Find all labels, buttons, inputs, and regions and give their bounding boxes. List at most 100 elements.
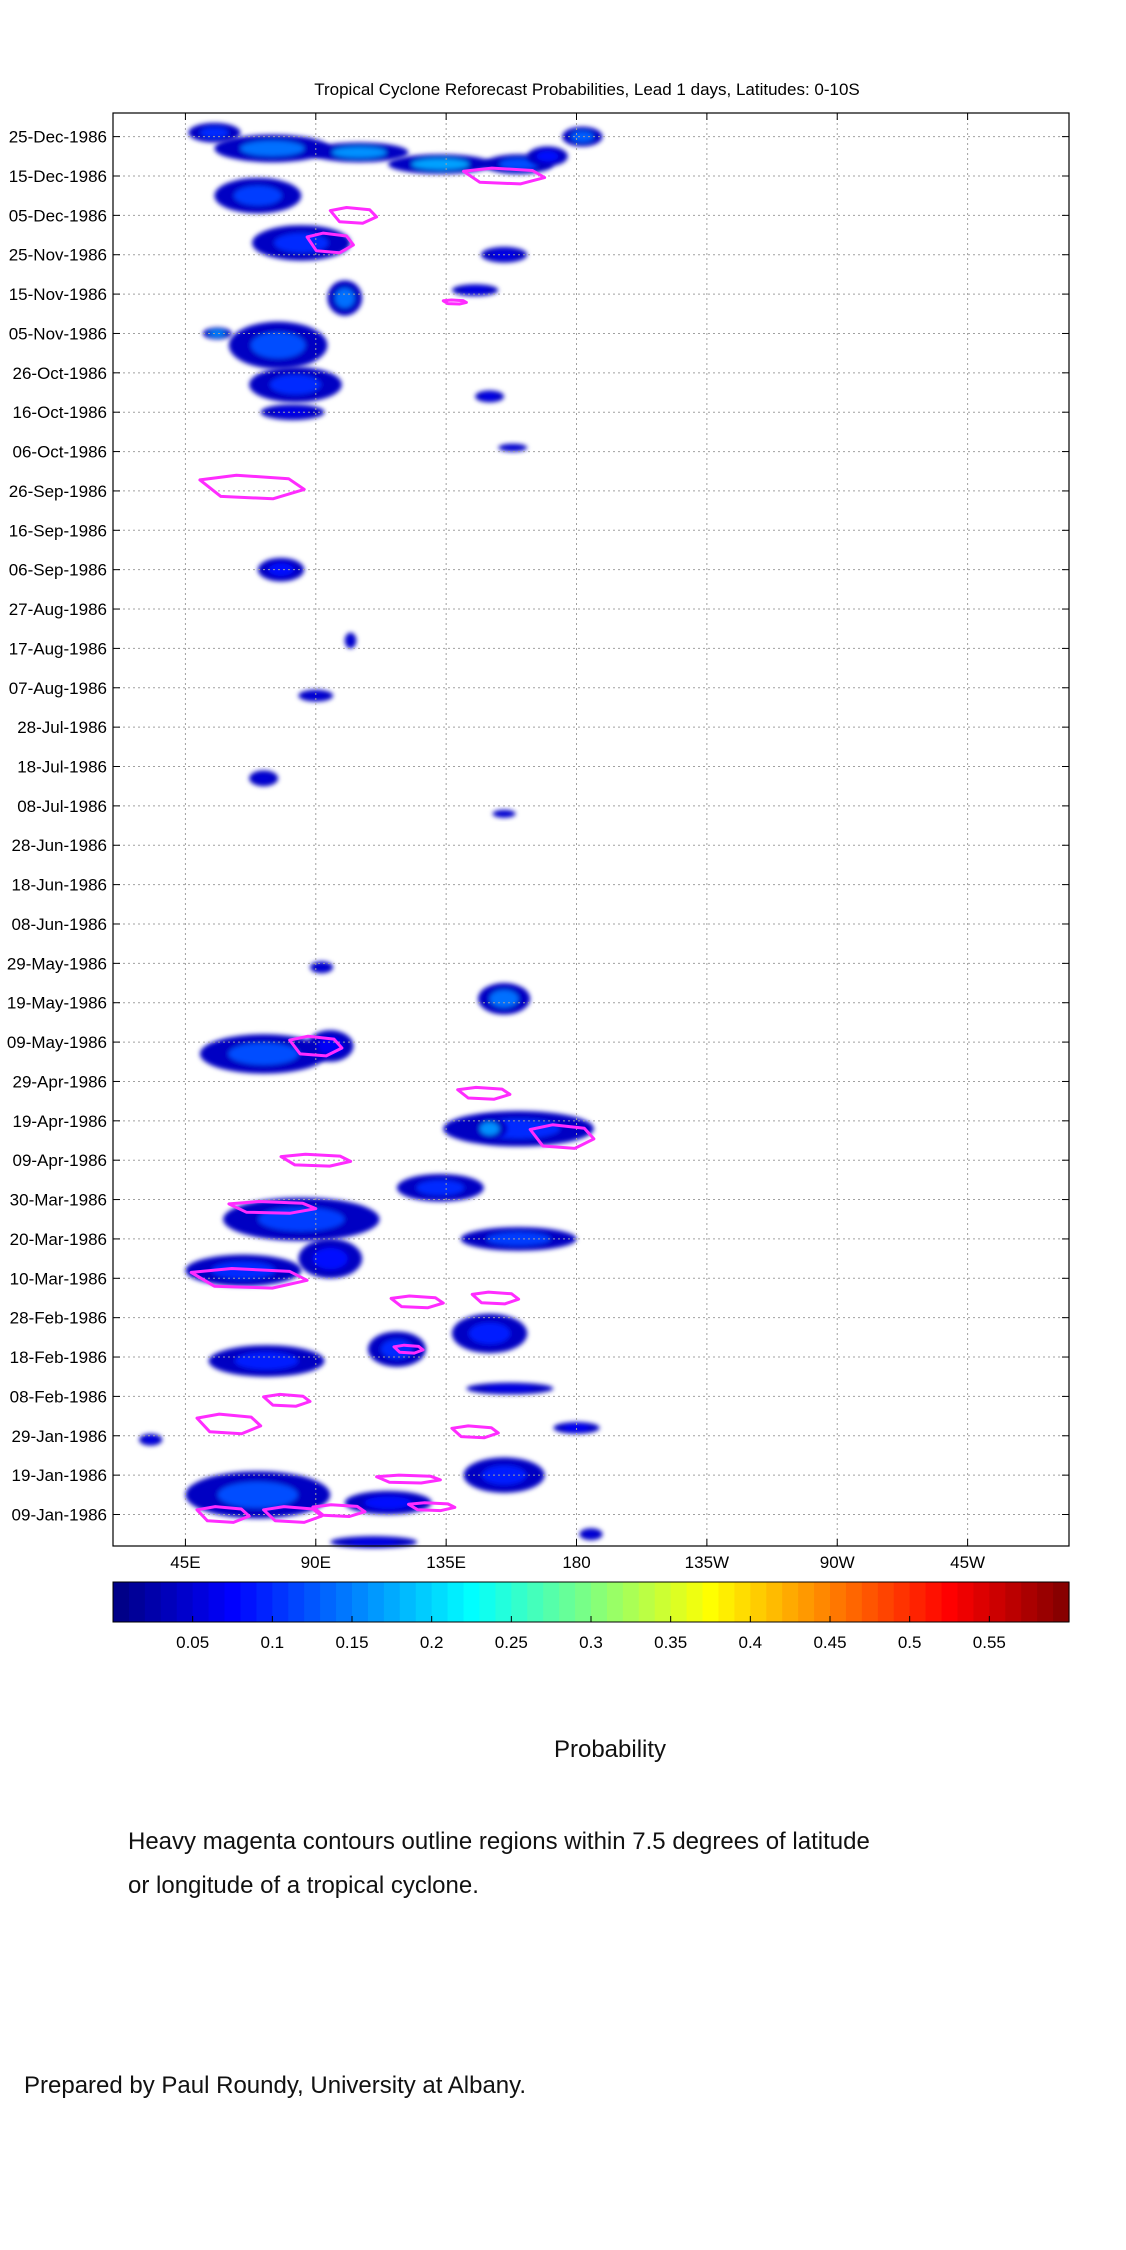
colorbar-cell xyxy=(144,1582,162,1622)
probability-blob xyxy=(475,390,505,403)
y-tick-label: 26-Oct-1986 xyxy=(13,364,108,383)
colorbar-cell xyxy=(638,1582,656,1622)
probability-blob xyxy=(257,557,305,582)
probability-blob-core xyxy=(411,158,470,170)
colorbar-cell xyxy=(431,1582,449,1622)
colorbar-cell xyxy=(941,1582,959,1622)
cyclone-contour xyxy=(375,1473,442,1485)
colorbar-cell xyxy=(399,1582,417,1622)
colorbar-cell xyxy=(367,1582,385,1622)
probability-blob xyxy=(443,1110,594,1147)
cyclone-contour xyxy=(305,231,355,255)
probability-blob xyxy=(208,1345,325,1377)
probability-blob-core xyxy=(233,185,282,206)
probability-blob-core xyxy=(270,374,322,395)
colorbar-cell xyxy=(654,1582,672,1622)
colorbar-cell xyxy=(304,1582,321,1622)
probability-blob-core xyxy=(584,1530,598,1538)
probability-blob xyxy=(298,689,334,702)
probability-blob xyxy=(498,443,528,452)
y-tick-label: 30-Mar-1986 xyxy=(10,1191,107,1210)
probability-blob-core xyxy=(234,1352,299,1370)
colorbar-cell xyxy=(909,1582,927,1622)
probability-blob xyxy=(344,1490,432,1515)
colorbar-cell xyxy=(575,1582,592,1622)
y-tick-label: 17-Aug-1986 xyxy=(9,639,107,658)
cyclone-contour xyxy=(392,1343,425,1355)
probability-blob-core xyxy=(312,1247,348,1270)
colorbar-cell xyxy=(686,1582,704,1622)
probability-blob-core xyxy=(200,127,229,139)
y-tick-label: 27-Aug-1986 xyxy=(9,600,107,619)
cyclone-contour xyxy=(389,1294,445,1310)
colorbar-cell xyxy=(192,1582,210,1622)
colorbar-cell xyxy=(861,1582,879,1622)
probability-blob xyxy=(330,1536,418,1548)
y-tick-label: 06-Sep-1986 xyxy=(9,561,107,580)
colorbar-cell xyxy=(352,1582,369,1622)
y-tick-label: 09-Apr-1986 xyxy=(12,1151,107,1170)
probability-blob xyxy=(451,284,499,297)
y-tick-label: 16-Oct-1986 xyxy=(13,403,108,422)
y-tick-label: 29-Jan-1986 xyxy=(12,1427,107,1446)
colorbar-cell xyxy=(479,1582,496,1622)
colorbar-cell xyxy=(1053,1582,1070,1622)
cyclone-contour xyxy=(450,1424,500,1440)
y-tick-label: 16-Sep-1986 xyxy=(9,521,107,540)
probability-blob xyxy=(260,404,325,421)
probability-blob-core xyxy=(209,330,226,337)
x-axis: 45E 90E 135E 180 135W 90W 45W xyxy=(170,113,985,1572)
colorbar-cell xyxy=(208,1582,226,1622)
y-tick-label: 18-Feb-1986 xyxy=(10,1348,107,1367)
probability-blob-core xyxy=(240,140,305,157)
probability-blob-core xyxy=(563,1424,590,1432)
colorbar-tick-label: 0.45 xyxy=(813,1633,846,1652)
y-tick-label: 28-Jun-1986 xyxy=(12,836,107,855)
y-tick-label: 20-Mar-1986 xyxy=(10,1230,107,1249)
cyclone-contour xyxy=(262,1392,312,1408)
y-tick-label: 08-Jun-1986 xyxy=(12,915,107,934)
y-tick-label: 19-May-1986 xyxy=(7,994,107,1013)
colorbar-cell xyxy=(925,1582,943,1622)
probability-blob-core xyxy=(497,811,511,816)
colorbar-cell xyxy=(798,1582,815,1622)
cyclone-contour xyxy=(262,1505,324,1524)
probability-blob-core xyxy=(255,773,272,783)
colorbar-cell xyxy=(782,1582,799,1622)
y-tick-label: 09-May-1986 xyxy=(7,1033,107,1052)
probability-blob-core xyxy=(489,990,519,1008)
x-tick-label: 90W xyxy=(820,1553,855,1572)
x-tick-label: 45W xyxy=(950,1553,985,1572)
colorbar-cell xyxy=(272,1582,289,1622)
cyclone-contour xyxy=(311,1503,367,1518)
colorbar-tick-label: 0.55 xyxy=(973,1633,1006,1652)
probability-blob-core xyxy=(144,1436,158,1443)
probability-blob xyxy=(327,280,363,316)
probability-blob xyxy=(139,1433,163,1446)
cyclone-contour xyxy=(470,1290,521,1306)
y-tick-label: 05-Nov-1986 xyxy=(9,324,107,343)
y-tick-label: 15-Nov-1986 xyxy=(9,285,107,304)
y-tick-label: 18-Jul-1986 xyxy=(17,758,107,777)
credit-line: Prepared by Paul Roundy, University at A… xyxy=(24,2072,527,2099)
probability-blob-core xyxy=(268,563,294,577)
x-tick-label: 135W xyxy=(685,1553,729,1572)
colorbar-tick-label: 0.15 xyxy=(335,1633,368,1652)
colorbar-cell xyxy=(336,1582,353,1622)
y-tick-label: 28-Jul-1986 xyxy=(17,718,107,737)
colorbar-cell xyxy=(734,1582,751,1622)
probability-blob xyxy=(252,225,351,261)
y-tick-label: 08-Jul-1986 xyxy=(17,797,107,816)
colorbar: 0.05 0.1 0.15 0.2 0.25 0.3 0.35 0.4 0.45 0.5 0.55 xyxy=(112,1581,1070,1652)
contour-note-line-2: or longitude of a tropical cyclone. xyxy=(128,1872,479,1899)
probability-blob-core xyxy=(485,1385,534,1392)
colorbar-cell xyxy=(1021,1582,1038,1622)
colorbar-cell xyxy=(1005,1582,1022,1622)
colorbar-tick-label: 0.25 xyxy=(495,1633,528,1652)
colorbar-cell xyxy=(622,1582,640,1622)
x-tick-label: 180 xyxy=(562,1553,590,1572)
colorbar-cell xyxy=(591,1582,608,1622)
probability-blob-core xyxy=(480,1122,500,1136)
y-tick-label: 19-Apr-1986 xyxy=(12,1112,107,1131)
y-tick-label: 25-Dec-1986 xyxy=(9,128,107,147)
